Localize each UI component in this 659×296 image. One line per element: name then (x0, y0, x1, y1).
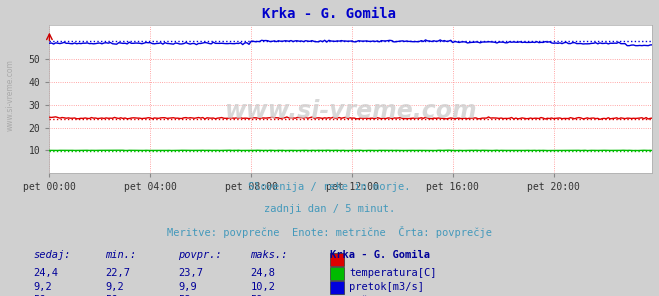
Text: Meritve: povprečne  Enote: metrične  Črta: povprečje: Meritve: povprečne Enote: metrične Črta:… (167, 226, 492, 239)
Text: Krka - G. Gomila: Krka - G. Gomila (330, 250, 430, 260)
Text: 23,7: 23,7 (178, 268, 203, 278)
Text: 24,8: 24,8 (250, 268, 275, 278)
Text: 58: 58 (178, 295, 190, 296)
Text: 9,2: 9,2 (105, 282, 124, 292)
Text: pretok[m3/s]: pretok[m3/s] (349, 282, 424, 292)
Text: 22,7: 22,7 (105, 268, 130, 278)
Text: 9,9: 9,9 (178, 282, 196, 292)
Text: www.si-vreme.com: www.si-vreme.com (5, 59, 14, 131)
Text: 56: 56 (105, 295, 118, 296)
Text: 9,2: 9,2 (33, 282, 51, 292)
Text: Krka - G. Gomila: Krka - G. Gomila (262, 7, 397, 21)
Text: 59: 59 (250, 295, 263, 296)
Text: temperatura[C]: temperatura[C] (349, 268, 437, 278)
Text: 24,4: 24,4 (33, 268, 58, 278)
Text: povpr.:: povpr.: (178, 250, 221, 260)
Text: sedaj:: sedaj: (33, 250, 71, 260)
Text: 10,2: 10,2 (250, 282, 275, 292)
Text: www.si-vreme.com: www.si-vreme.com (225, 99, 477, 123)
Text: zadnji dan / 5 minut.: zadnji dan / 5 minut. (264, 204, 395, 214)
Text: višina[cm]: višina[cm] (349, 295, 412, 296)
Text: maks.:: maks.: (250, 250, 288, 260)
Text: min.:: min.: (105, 250, 136, 260)
Text: Slovenija / reke in morje.: Slovenija / reke in morje. (248, 182, 411, 192)
Text: 56: 56 (33, 295, 45, 296)
